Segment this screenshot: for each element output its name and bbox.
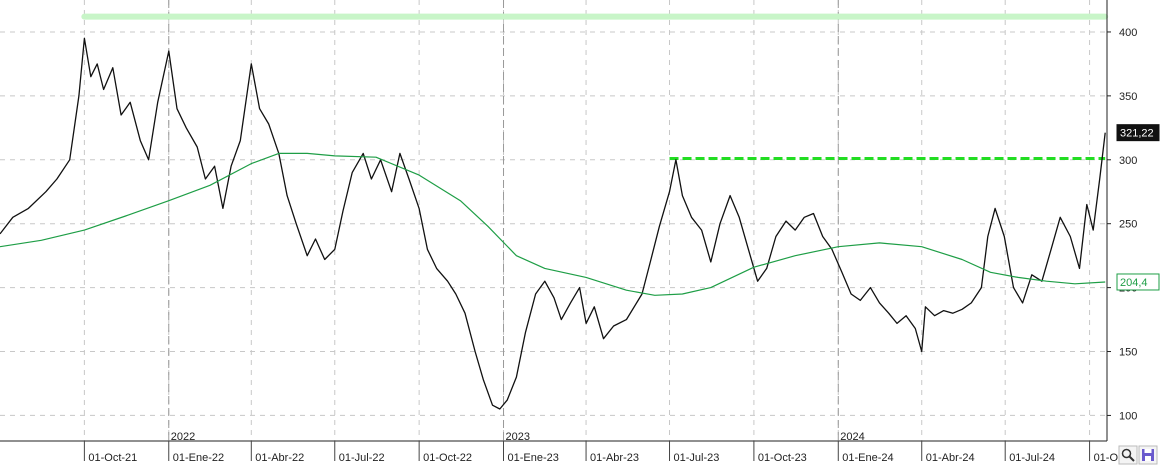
reference-lines — [81, 13, 1109, 161]
year-label: 2023 — [506, 431, 530, 443]
price-label-text: 204,4 — [1120, 277, 1148, 289]
x-tick-label: 01-Abr-24 — [926, 452, 975, 464]
magnifier-icon[interactable] — [1118, 445, 1138, 465]
y-tick-label: 300 — [1119, 155, 1137, 167]
x-tick-label: 01-Ene-24 — [842, 452, 893, 464]
series — [0, 37, 1106, 410]
grid — [0, 0, 1107, 441]
year-label: 2022 — [171, 431, 195, 443]
price-label: 204,4 — [1116, 273, 1160, 291]
x-tick-label: 01-Abr-23 — [590, 452, 639, 464]
x-tick-label: 01-Jul-22 — [339, 452, 385, 464]
x-tick-label: 01-Ene-23 — [508, 452, 559, 464]
y-tick-label: 250 — [1119, 219, 1137, 231]
price-label-box — [1116, 124, 1160, 142]
y-tick-label: 150 — [1119, 347, 1137, 359]
x-axis: 01-Oct-21 01-Ene-22 01-Abr-22 01-Jul-22 01-O… — [83, 431, 1131, 464]
y-tick-label: 400 — [1119, 27, 1137, 39]
price-line — [0, 37, 1106, 410]
x-tick-label: 01-Abr-22 — [255, 452, 304, 464]
price-label: 321,22 — [1116, 124, 1160, 142]
price-labels: 321,22 204,4 — [1116, 124, 1160, 291]
price-label-text: 321,22 — [1120, 128, 1154, 140]
x-tick-label: 01-Oct-23 — [758, 452, 807, 464]
x-tick-label: 01-Jul-23 — [674, 452, 720, 464]
moving-average-line — [0, 152, 1106, 296]
x-tick-label: 01-Oct-21 — [88, 452, 137, 464]
year-label: 2024 — [840, 431, 864, 443]
x-tick-label: 01-Ene-22 — [173, 452, 224, 464]
y-tick-label: 100 — [1119, 410, 1137, 422]
save-icon[interactable] — [1138, 445, 1158, 465]
y-tick-label: 350 — [1119, 91, 1137, 103]
x-tick-label: 01-Oct-22 — [423, 452, 472, 464]
x-tick-label: 01-Jul-24 — [1009, 452, 1055, 464]
price-label-box — [1116, 273, 1160, 291]
